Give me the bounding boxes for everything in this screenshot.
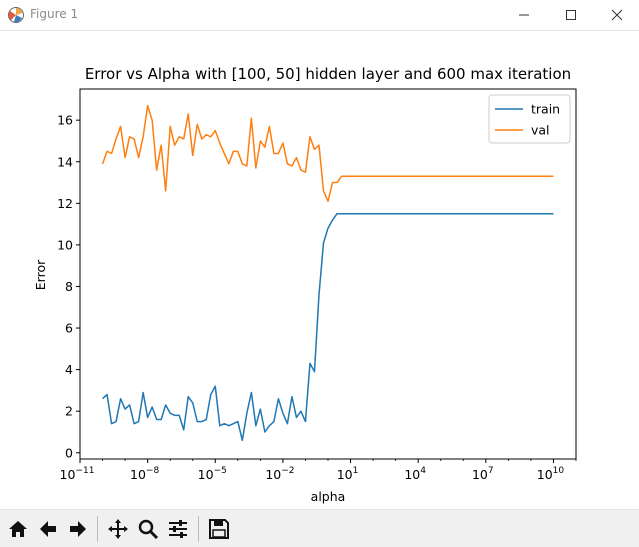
zoom-button[interactable] <box>135 516 161 542</box>
home-icon <box>9 521 27 537</box>
plot-frame <box>79 88 577 460</box>
x-tick-label: 10−2 <box>265 466 294 482</box>
close-button[interactable] <box>594 0 639 30</box>
x-tick-label: 10−5 <box>198 466 227 482</box>
x-tick-label: 10−8 <box>130 466 159 482</box>
sliders-icon <box>169 520 187 538</box>
x-tick-label: 1010 <box>537 466 565 482</box>
x-tick-label: 107 <box>472 466 494 482</box>
close-icon <box>611 9 623 21</box>
magnifier-icon <box>138 519 159 540</box>
chart-title: Error vs Alpha with [100, 50] hidden lay… <box>85 65 571 83</box>
move-arrows-icon <box>108 519 128 539</box>
series-line-train <box>102 212 554 442</box>
y-tick-label: 2 <box>65 404 73 419</box>
configure-subplots-button[interactable] <box>165 516 191 542</box>
legend-label-train: train <box>531 102 560 117</box>
pan-button[interactable] <box>105 516 131 542</box>
minimize-button[interactable] <box>501 0 547 30</box>
legend-label-val: val <box>531 123 550 138</box>
toolbar-separator <box>97 516 98 542</box>
save-figure-button[interactable] <box>206 516 232 542</box>
y-tick-label: 12 <box>57 196 73 211</box>
y-tick-label: 0 <box>65 445 73 460</box>
axis-layer: 0 2 4 6 8 10 12 14 16 10−11 10−8 10−5 10−2 101 104 107 1… <box>57 113 577 482</box>
y-tick-label: 6 <box>65 321 73 336</box>
y-tick-label: 10 <box>57 237 73 252</box>
y-tick-label: 8 <box>65 279 73 294</box>
y-tick-label: 4 <box>65 362 73 377</box>
figure-canvas: Error vs Alpha with [100, 50] hidden lay… <box>0 31 639 509</box>
back-button[interactable] <box>35 516 61 542</box>
arrow-right-icon <box>70 521 86 537</box>
y-tick-label: 16 <box>57 113 73 128</box>
navigation-toolbar <box>0 509 639 547</box>
floppy-disk-icon <box>209 519 229 539</box>
x-tick-label: 10−11 <box>60 466 95 482</box>
series-layer <box>101 104 554 442</box>
y-axis-label: Error <box>33 259 48 290</box>
arrow-left-icon <box>40 521 56 537</box>
home-button[interactable] <box>5 516 31 542</box>
legend-box <box>488 94 571 144</box>
forward-button[interactable] <box>65 516 91 542</box>
legend: train val <box>488 94 571 144</box>
minimize-icon <box>519 14 529 16</box>
line-chart: Error vs Alpha with [100, 50] hidden lay… <box>33 65 577 504</box>
x-axis-label: alpha <box>311 489 346 504</box>
window-title: Figure 1 <box>30 7 79 21</box>
toolbar-separator <box>198 516 199 542</box>
x-tick-label: 104 <box>404 466 426 482</box>
maximize-icon <box>566 10 576 20</box>
x-tick-label: 101 <box>337 466 359 482</box>
maximize-button[interactable] <box>548 0 594 30</box>
matplotlib-logo-icon <box>8 7 24 23</box>
y-tick-label: 14 <box>57 154 73 169</box>
series-line-val <box>101 104 554 202</box>
window-titlebar: Figure 1 <box>0 0 639 31</box>
